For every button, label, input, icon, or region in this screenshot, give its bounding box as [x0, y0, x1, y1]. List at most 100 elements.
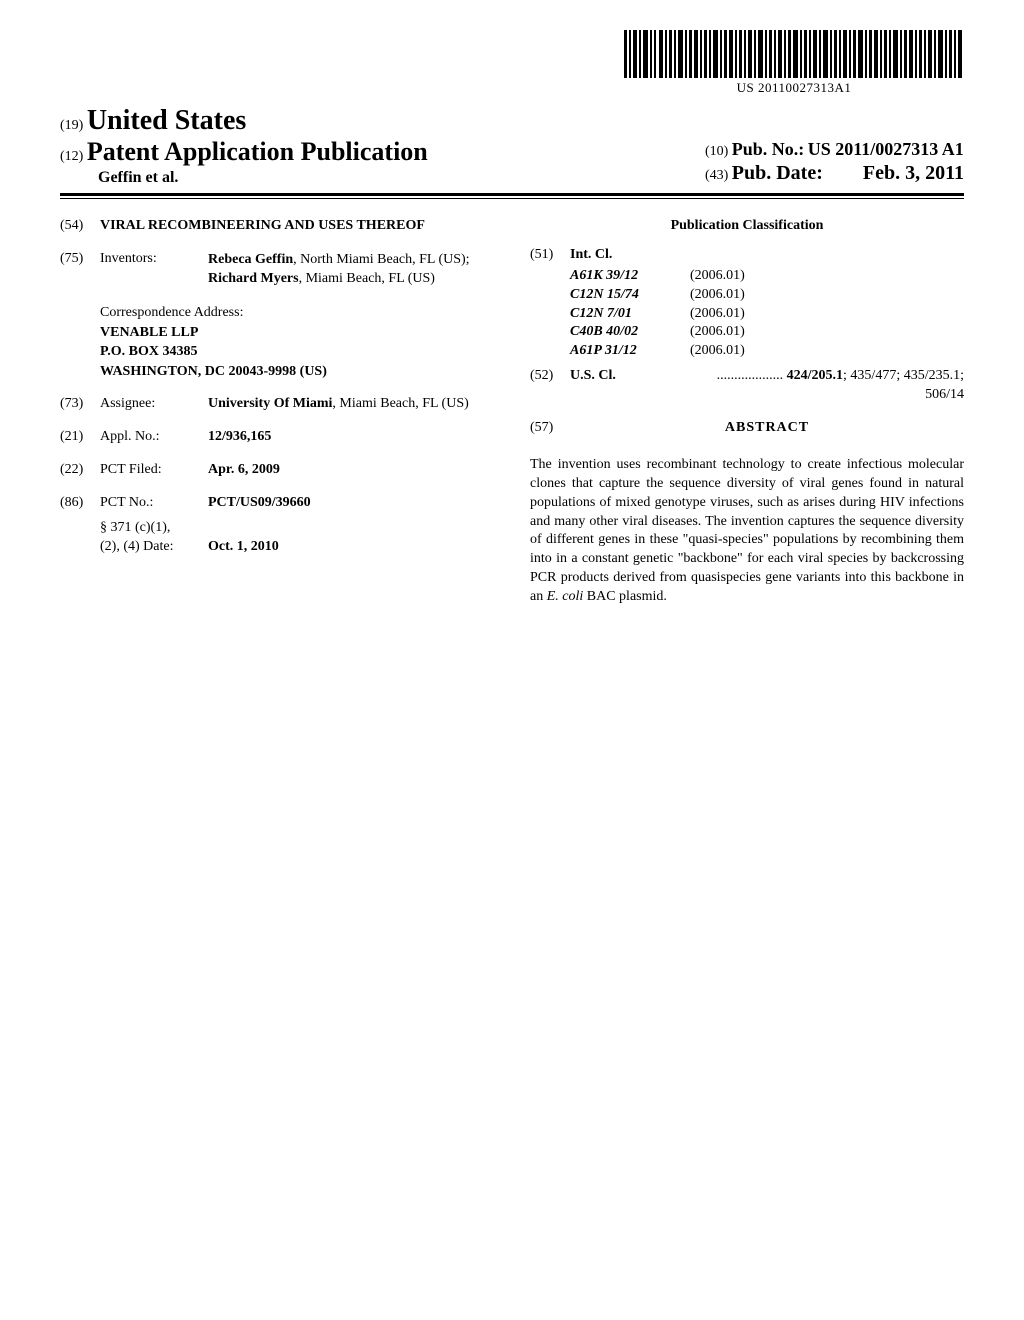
us-cl-label-text: U.S. Cl. — [570, 368, 616, 383]
int-cl-code-4: A61P 31/12 — [570, 342, 690, 361]
int-cl-code-2: C12N 7/01 — [570, 305, 690, 324]
abstract-title: ABSTRACT — [570, 419, 964, 438]
int-cl-num: (51) — [530, 246, 570, 265]
us-cl-dots: ................... — [717, 368, 784, 383]
pub-no: US 2011/0027313 A1 — [808, 139, 964, 159]
int-cl-year-1: (2006.01) — [690, 286, 964, 305]
pub-date-num: (43) — [705, 168, 728, 183]
int-cl-year-0: (2006.01) — [690, 267, 964, 286]
header-left: (19) United States (12) Patent Applicati… — [60, 105, 705, 187]
pct-filed-value: Apr. 6, 2009 — [208, 461, 494, 480]
pct-filed-label: PCT Filed: — [100, 461, 208, 480]
us-cl-value: ................... 424/205.1; 435/477; … — [616, 367, 964, 386]
us-cl-label: U.S. Cl. — [570, 367, 616, 386]
pct-no-value: PCT/US09/39660 — [208, 494, 494, 513]
appl-value: 12/936,165 — [208, 428, 494, 447]
us-cl-first: 424/205.1 — [783, 368, 843, 383]
us-cl-row: (52) U.S. Cl. ................... 424/20… — [530, 367, 964, 386]
classification-title: Publication Classification — [530, 217, 964, 236]
barcode-number: US 20110027313A1 — [624, 80, 964, 96]
correspondence-line-2: WASHINGTON, DC 20043-9998 (US) — [100, 362, 494, 382]
title-num: (54) — [60, 217, 100, 236]
assignee-loc: , Miami Beach, FL (US) — [332, 396, 468, 411]
int-cl-code-1: C12N 15/74 — [570, 286, 690, 305]
header-right: (10) Pub. No.: US 2011/0027313 A1 (43) P… — [705, 139, 964, 187]
pct-no-row: (86) PCT No.: PCT/US09/39660 — [60, 494, 494, 513]
pub-type: Patent Application Publication — [87, 137, 428, 166]
int-cl-label: Int. Cl. — [570, 246, 964, 265]
pub-type-line: (12) Patent Application Publication — [60, 137, 705, 167]
pub-date-line: (43) Pub. Date: Feb. 3, 2011 — [705, 162, 964, 185]
int-cl-year-4: (2006.01) — [690, 342, 964, 361]
us-cl-num: (52) — [530, 367, 570, 386]
authors: Geffin et al. — [60, 169, 705, 187]
divider-thick — [60, 193, 964, 196]
section-371-date-label: (2), (4) Date: — [100, 538, 208, 557]
int-cl-block: A61K 39/12(2006.01) C12N 15/74(2006.01) … — [570, 267, 964, 361]
divider-thin — [60, 198, 964, 199]
correspondence-block: Correspondence Address: VENABLE LLP P.O.… — [100, 303, 494, 381]
int-cl-item-0: A61K 39/12(2006.01) — [570, 267, 964, 286]
header-row: (19) United States (12) Patent Applicati… — [60, 105, 964, 187]
assignee-row: (73) Assignee: University Of Miami, Miam… — [60, 395, 494, 414]
assignee-name: University Of Miami — [208, 396, 332, 411]
us-cl-rest: ; 435/477; 435/235.1; — [843, 368, 964, 383]
correspondence-label: Correspondence Address: — [100, 303, 494, 323]
appl-num: (21) — [60, 428, 100, 447]
inventors-value: Rebeca Geffin, North Miami Beach, FL (US… — [208, 250, 494, 289]
pub-no-label: Pub. No.: — [732, 139, 805, 159]
abstract-header-row: (57) ABSTRACT — [530, 419, 964, 448]
int-cl-code-0: A61K 39/12 — [570, 267, 690, 286]
pub-date-label: Pub. Date: — [732, 162, 823, 184]
inventor-1-loc: , North Miami Beach, FL (US); — [293, 252, 469, 267]
abstract-text-1: The invention uses recombinant technolog… — [530, 457, 964, 604]
inventors-num: (75) — [60, 250, 100, 289]
barcode-section: US 20110027313A1 — [60, 30, 964, 97]
patent-title: VIRAL RECOMBINEERING AND USES THEREOF — [100, 217, 494, 236]
barcode: US 20110027313A1 — [624, 30, 964, 96]
title-row: (54) VIRAL RECOMBINEERING AND USES THERE… — [60, 217, 494, 236]
abstract-num: (57) — [530, 419, 570, 448]
barcode-svg — [624, 30, 964, 78]
inventor-2-name: Richard Myers — [208, 271, 299, 286]
inventors-label: Inventors: — [100, 250, 208, 289]
country-line: (19) United States — [60, 105, 705, 137]
int-cl-item-2: C12N 7/01(2006.01) — [570, 305, 964, 324]
pct-filed-num: (22) — [60, 461, 100, 480]
section-371-label: § 371 (c)(1), — [100, 519, 208, 538]
section-371-spacer — [60, 519, 100, 538]
appl-row: (21) Appl. No.: 12/936,165 — [60, 428, 494, 447]
left-column: (54) VIRAL RECOMBINEERING AND USES THERE… — [60, 217, 494, 607]
int-cl-row: (51) Int. Cl. — [530, 246, 964, 265]
inventor-2-loc: , Miami Beach, FL (US) — [299, 271, 435, 286]
correspondence-line-1: P.O. BOX 34385 — [100, 342, 494, 362]
abstract-text: The invention uses recombinant technolog… — [530, 456, 964, 607]
int-cl-item-1: C12N 15/74(2006.01) — [570, 286, 964, 305]
abstract-text-2: BAC plasmid. — [583, 589, 667, 604]
appl-label: Appl. No.: — [100, 428, 208, 447]
int-cl-year-3: (2006.01) — [690, 323, 964, 342]
inventors-row: (75) Inventors: Rebeca Geffin, North Mia… — [60, 250, 494, 289]
right-column: Publication Classification (51) Int. Cl.… — [530, 217, 964, 607]
correspondence-line-0: VENABLE LLP — [100, 323, 494, 343]
int-cl-code-3: C40B 40/02 — [570, 323, 690, 342]
section-371-row-2: (2), (4) Date: Oct. 1, 2010 — [60, 538, 494, 557]
section-371-row-1: § 371 (c)(1), — [60, 519, 494, 538]
us-cl-continuation: 506/14 — [530, 386, 964, 405]
pub-date: Feb. 3, 2011 — [863, 162, 964, 185]
assignee-value: University Of Miami, Miami Beach, FL (US… — [208, 395, 494, 414]
pct-no-num: (86) — [60, 494, 100, 513]
pct-filed-row: (22) PCT Filed: Apr. 6, 2009 — [60, 461, 494, 480]
section-371-date-value: Oct. 1, 2010 — [208, 538, 494, 557]
country-num: (19) — [60, 118, 83, 133]
int-cl-year-2: (2006.01) — [690, 305, 964, 324]
section-371-spacer-2 — [60, 538, 100, 557]
pub-no-num: (10) — [705, 144, 728, 159]
inventor-1-name: Rebeca Geffin — [208, 252, 293, 267]
int-cl-item-3: C40B 40/02(2006.01) — [570, 323, 964, 342]
section-371-empty — [208, 519, 494, 538]
country-name: United States — [87, 105, 246, 136]
pub-no-line: (10) Pub. No.: US 2011/0027313 A1 — [705, 139, 964, 160]
main-content: (54) VIRAL RECOMBINEERING AND USES THERE… — [60, 217, 964, 607]
assignee-num: (73) — [60, 395, 100, 414]
